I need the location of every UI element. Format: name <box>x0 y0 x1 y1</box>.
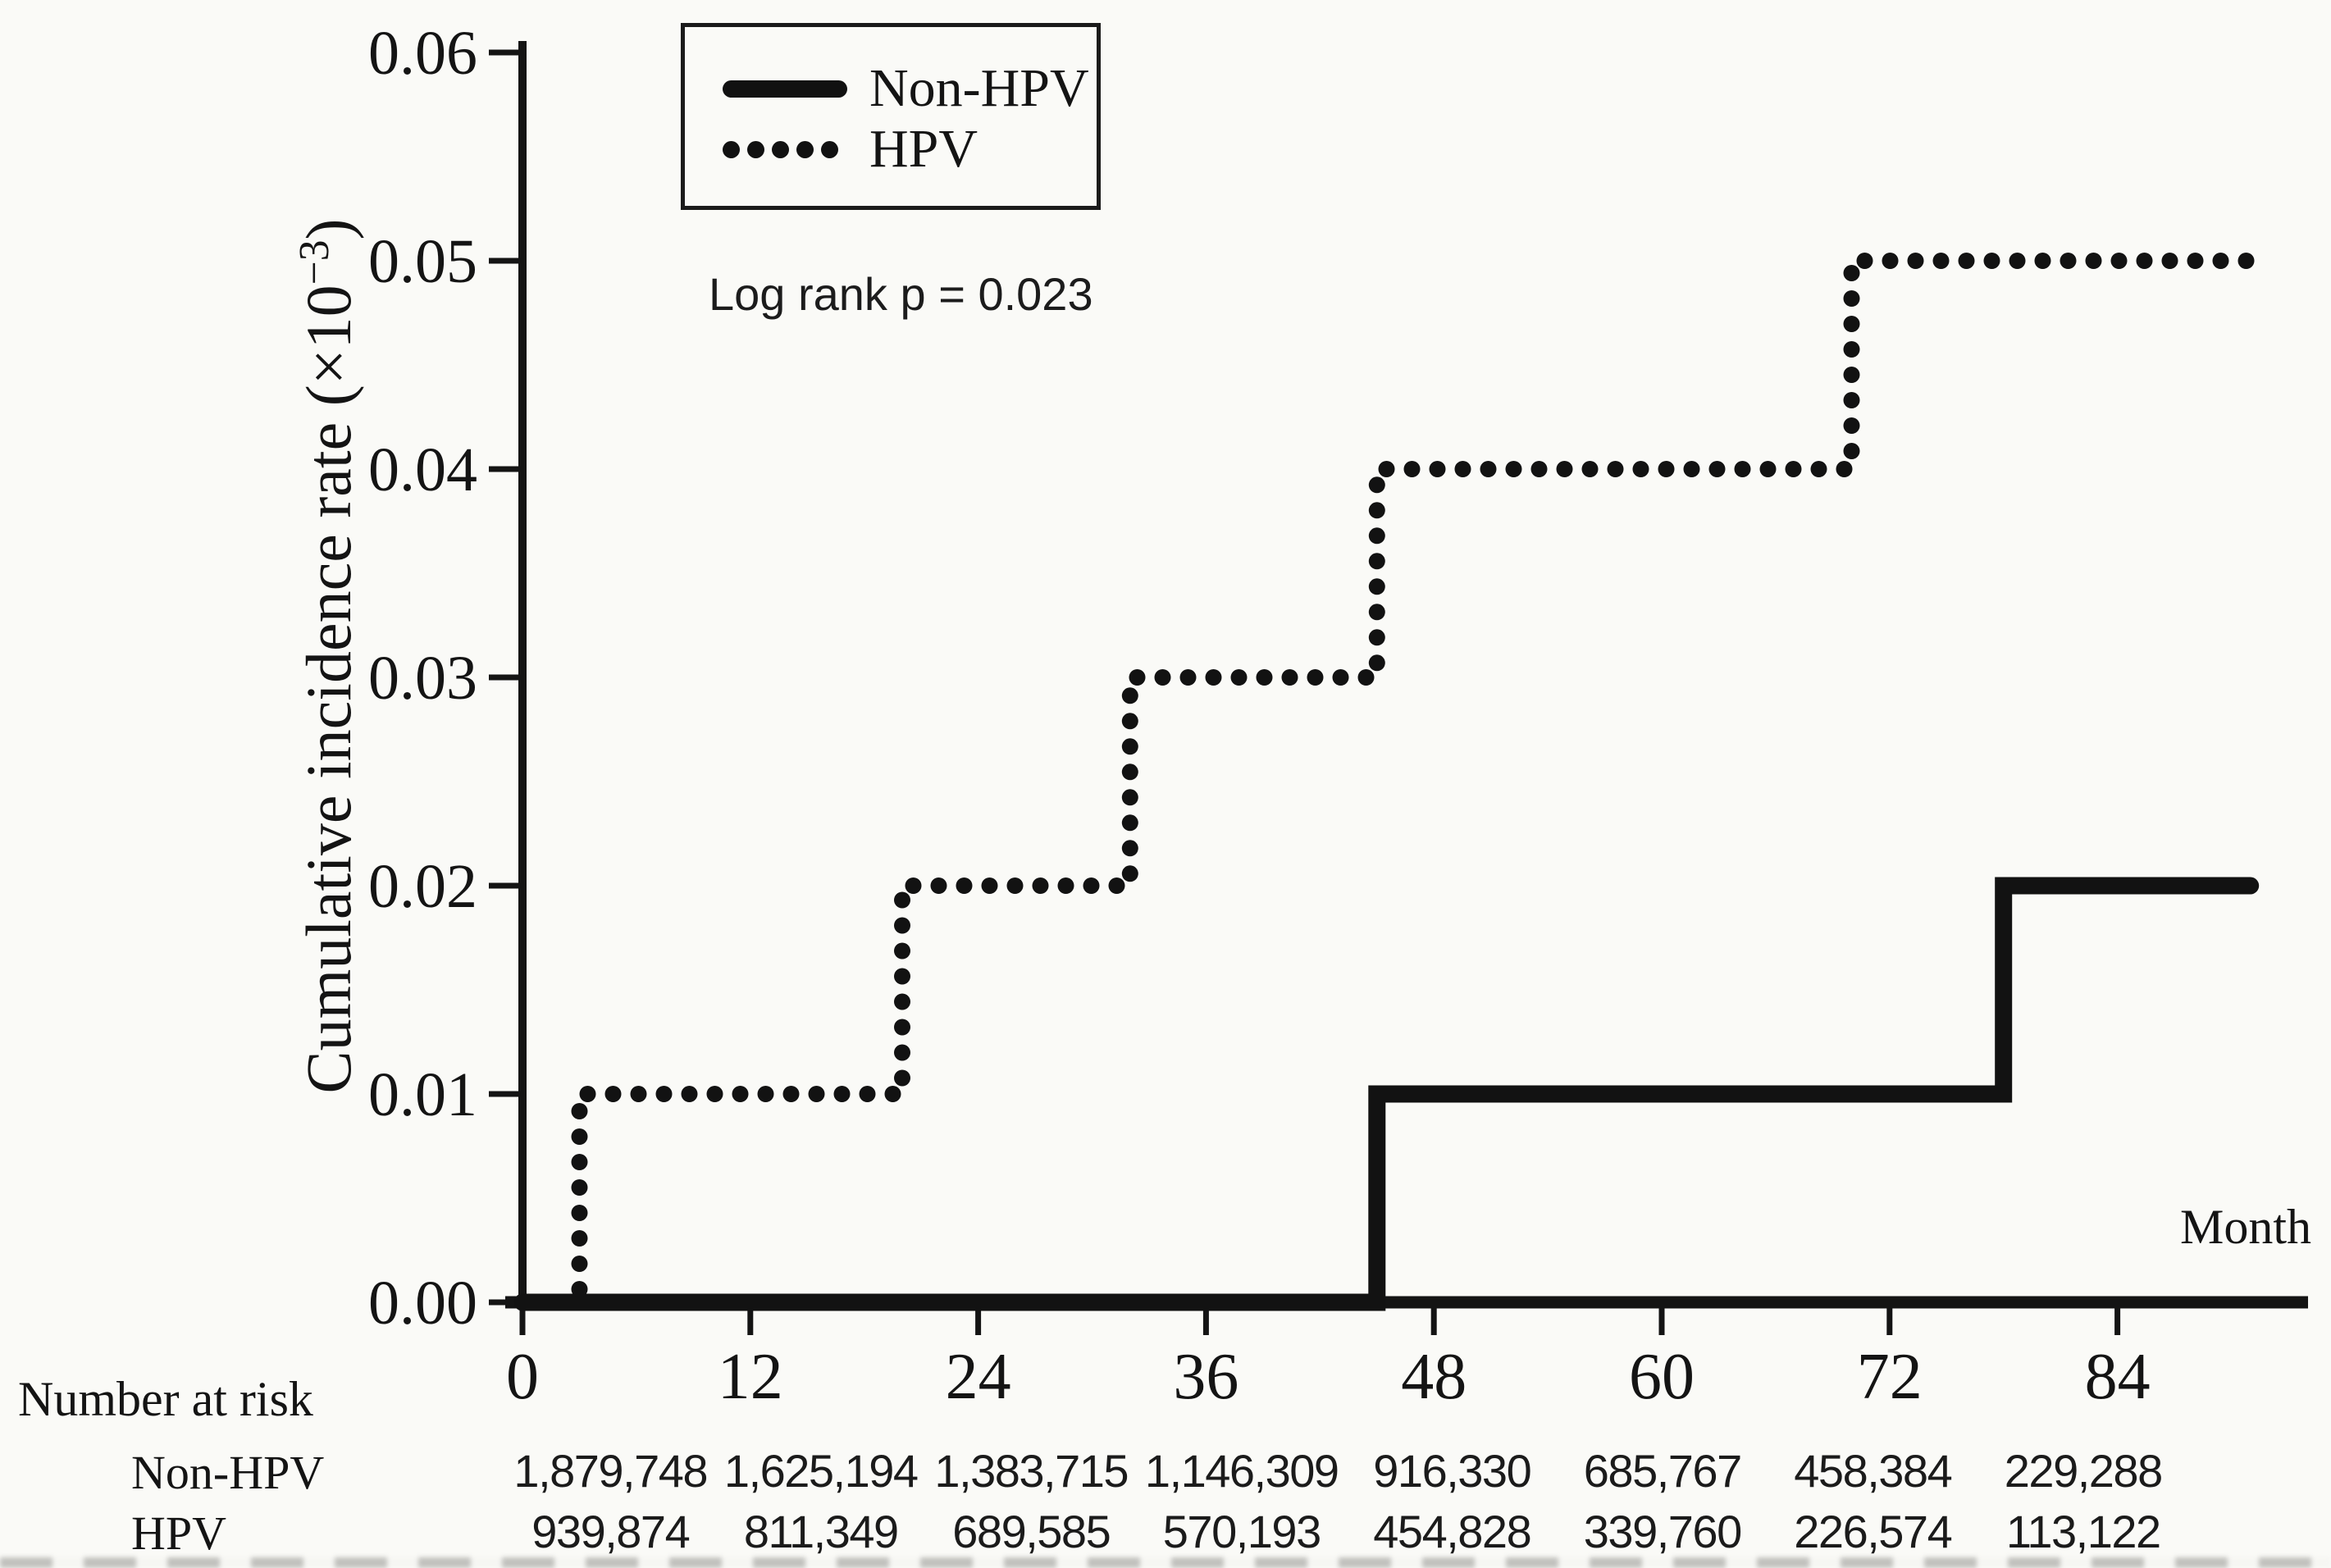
risk-row-label-hpv: HPV <box>131 1506 227 1560</box>
y-axis-title-exponent: −3 <box>291 239 338 285</box>
y-axis-title: Cumulative incidence rate (×10−3) <box>290 219 366 1094</box>
y-axis-title-close: ) <box>293 218 364 240</box>
legend-label-hpv: HPV <box>869 119 978 179</box>
legend-label-non-hpv: Non-HPV <box>869 58 1089 118</box>
non-hpv-solid-line-swatch <box>723 80 847 98</box>
hpv-dotted-line-swatch <box>723 140 847 158</box>
scan-artifact-band <box>0 1557 2331 1568</box>
risk-count: 454,828 <box>1373 1506 1531 1557</box>
hpv-curve <box>571 253 2259 1297</box>
risk-count: 939,874 <box>531 1506 690 1557</box>
risk-count: 570,193 <box>1162 1506 1321 1557</box>
y-tick-label: 0.02 <box>368 852 477 921</box>
y-ticks: 0.00 0.01 0.02 0.03 0.04 0.05 0.06 <box>368 19 522 1338</box>
risk-count: 226,574 <box>1794 1506 1952 1557</box>
risk-count: 689,585 <box>952 1506 1111 1557</box>
risk-count: 685,767 <box>1583 1445 1742 1497</box>
risk-count: 916,330 <box>1373 1445 1531 1497</box>
risk-count: 113,122 <box>2005 1506 2161 1557</box>
risk-row-non-hpv: 1,879,748 1,625,194 1,383,715 1,146,309 916,… <box>505 1445 2188 1497</box>
risk-count: 339,760 <box>1583 1506 1742 1557</box>
legend-item-non-hpv: Non-HPV <box>723 60 1097 117</box>
x-ticks: 0 12 24 36 48 60 72 84 <box>506 1302 2151 1413</box>
risk-count: 811,349 <box>743 1506 899 1557</box>
y-tick-label: 0.04 <box>368 435 477 504</box>
legend-item-hpv: HPV <box>723 121 1097 178</box>
log-rank-annotation: Log rank p = 0.023 <box>709 268 1093 320</box>
risk-row-hpv: 939,874 811,349 689,585 570,193 454,828 339,7… <box>505 1506 2188 1558</box>
y-axis-title-text: Cumulative incidence rate (×10 <box>293 285 364 1094</box>
risk-count: 1,383,715 <box>934 1445 1129 1497</box>
x-tick-label: 72 <box>1857 1341 1923 1413</box>
x-tick-label: 24 <box>946 1341 1011 1413</box>
legend: Non-HPV HPV <box>681 23 1101 210</box>
risk-count: 1,625,194 <box>723 1445 919 1497</box>
y-tick-label: 0.00 <box>368 1269 477 1338</box>
risk-count: 1,879,748 <box>513 1445 708 1497</box>
risk-table-title: Number at risk <box>18 1372 313 1426</box>
x-tick-label: 84 <box>2085 1341 2151 1413</box>
y-tick-label: 0.01 <box>368 1060 477 1129</box>
y-tick-label: 0.05 <box>368 227 477 296</box>
x-tick-label: 60 <box>1629 1341 1695 1413</box>
non-hpv-curve <box>513 877 2260 1311</box>
risk-row-label-non-hpv: Non-HPV <box>131 1446 325 1499</box>
x-axis-title: Month <box>2180 1200 2312 1254</box>
risk-count: 229,288 <box>2004 1445 2163 1497</box>
risk-count: 1,146,309 <box>1144 1445 1339 1497</box>
y-tick-label: 0.03 <box>368 644 477 713</box>
x-tick-label: 12 <box>718 1341 783 1413</box>
x-tick-label: 48 <box>1401 1341 1467 1413</box>
risk-count: 458,384 <box>1794 1445 1952 1497</box>
x-tick-label: 36 <box>1173 1341 1238 1413</box>
y-tick-label: 0.06 <box>368 19 477 88</box>
x-tick-label: 0 <box>506 1341 539 1413</box>
